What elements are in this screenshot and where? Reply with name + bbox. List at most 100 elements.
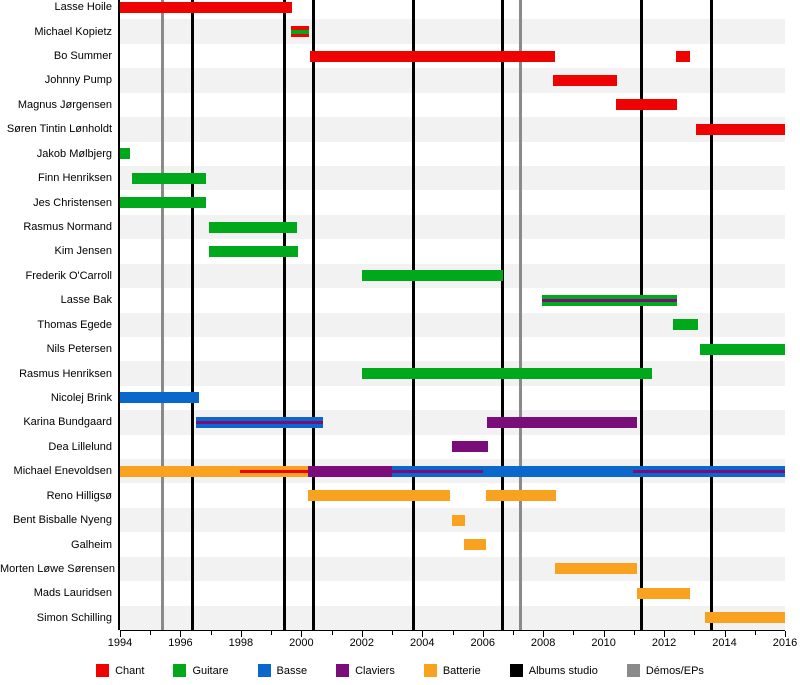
- member-tenure-bar-claviers: [308, 465, 393, 477]
- row-band: [120, 117, 785, 142]
- major-tick: [361, 631, 363, 637]
- batterie-legend-swatch: [423, 664, 437, 677]
- member-tenure-bar-batterie: [451, 514, 465, 526]
- member-name-label: Mads Lauridsen: [33, 587, 112, 600]
- member-tenure-bar-basse: [120, 392, 199, 404]
- major-tick: [724, 631, 726, 637]
- legend-label: Batterie: [442, 664, 481, 677]
- member-tenure-bar-batterie: [636, 587, 691, 599]
- member-tenure-bar-chant: [553, 74, 618, 86]
- legend-label: Guitare: [192, 664, 229, 677]
- member-name-label: Magnus Jørgensen: [17, 98, 112, 111]
- major-tick: [543, 631, 545, 637]
- guitare-legend-swatch: [173, 664, 187, 677]
- member-name-label: Galheim: [71, 538, 112, 551]
- member-name-label: Søren Tintin Lønholdt: [6, 123, 112, 136]
- member-name-label: Morten Løwe Sørensen: [0, 562, 115, 575]
- legend-label: Claviers: [355, 664, 395, 677]
- member-tenure-bar-chant: [695, 123, 785, 135]
- member-tenure-bar-chant: [676, 50, 691, 62]
- x-axis-line: [120, 630, 785, 631]
- claviers-legend-swatch: [336, 664, 350, 677]
- album-studio-line: [640, 0, 644, 630]
- member-tenure-bar-guitare: [541, 294, 678, 306]
- member-name-label: Lasse Bak: [60, 294, 112, 307]
- member-name-label: Michael Kopietz: [34, 25, 112, 38]
- major-tick: [301, 631, 303, 637]
- plot-left-border: [118, 0, 120, 630]
- member-name-label: Frederik O'Carroll: [25, 269, 112, 282]
- album-studio-line: [710, 0, 714, 630]
- member-name-label: Jakob Mølbjerg: [36, 147, 112, 160]
- minor-tick: [331, 631, 333, 635]
- secondary-role-stripe-claviers: [392, 469, 483, 473]
- x-axis-tick-label: 2016: [772, 637, 798, 649]
- legend-item: Claviers: [336, 664, 395, 677]
- minor-tick: [210, 631, 212, 635]
- secondary-role-stripe-claviers: [195, 420, 324, 424]
- chant-legend-swatch: [96, 664, 110, 677]
- x-axis-tick-label: 2010: [591, 637, 616, 649]
- member-name-label: Simon Schilling: [36, 611, 112, 624]
- minor-tick: [633, 631, 635, 635]
- x-axis-tick-label: 1998: [228, 637, 254, 649]
- demos-legend-swatch: [626, 664, 640, 677]
- member-tenure-bar-guitare: [120, 197, 207, 209]
- member-tenure-bar-chant: [615, 99, 678, 111]
- member-tenure-bar-chant: [310, 50, 556, 62]
- secondary-role-stripe-claviers: [632, 469, 785, 473]
- member-tenure-bar-claviers: [451, 441, 488, 453]
- album-studio-line: [501, 0, 505, 630]
- major-tick: [785, 631, 786, 637]
- member-tenure-bar-claviers: [486, 416, 637, 428]
- member-tenure-bar-guitare: [700, 343, 785, 355]
- member-name-label: Bo Summer: [53, 50, 112, 63]
- member-tenure-bar-guitare: [209, 245, 298, 257]
- x-axis-tick-label: 1996: [168, 637, 193, 649]
- x-axis-tick-label: 1994: [107, 637, 133, 649]
- x-axis-tick-label: 2004: [410, 637, 435, 649]
- major-tick: [603, 631, 605, 637]
- legend-item: Albums studio: [509, 664, 598, 677]
- demo-ep-line: [519, 0, 522, 630]
- member-tenure-bar-guitare: [361, 270, 503, 282]
- minor-tick: [452, 631, 454, 635]
- major-tick: [240, 631, 242, 637]
- album-studio-line: [411, 0, 415, 630]
- member-tenure-bar-chant: [120, 1, 293, 13]
- legend-item: Basse: [257, 664, 308, 677]
- minor-tick: [573, 631, 575, 635]
- member-name-label: Rasmus Normand: [23, 221, 112, 234]
- member-tenure-bar-batterie: [464, 539, 486, 551]
- member-name-label: Nicolej Brink: [50, 391, 112, 404]
- x-axis-tick-label: 2002: [349, 637, 375, 649]
- legend-label: Albums studio: [528, 664, 598, 677]
- member-name-label: Bent Bisballe Nyeng: [12, 514, 112, 527]
- major-tick: [422, 631, 424, 637]
- member-name-label: Karina Bundgaard: [23, 416, 112, 429]
- legend-label: Chant: [115, 664, 145, 677]
- legend-item: Guitare: [173, 664, 229, 677]
- x-axis-tick-label: 2014: [712, 637, 737, 649]
- legend-item: Batterie: [423, 664, 481, 677]
- member-name-label: Rasmus Henriksen: [19, 367, 112, 380]
- member-name-label: Lasse Hoile: [54, 1, 112, 14]
- x-axis-tick-label: 2000: [289, 637, 314, 649]
- member-tenure-bar-batterie: [485, 490, 556, 502]
- demo-ep-line: [161, 0, 165, 630]
- member-tenure-bar-guitare: [361, 368, 652, 380]
- member-name-label: Nils Petersen: [46, 343, 112, 356]
- member-name-label: Johnny Pump: [44, 74, 112, 87]
- member-tenure-bar-guitare: [209, 221, 298, 233]
- minor-tick: [150, 631, 152, 635]
- album-studio-line: [283, 0, 287, 630]
- secondary-role-stripe-chant: [240, 469, 308, 473]
- legend-item: Chant: [96, 664, 144, 677]
- major-tick: [664, 631, 666, 637]
- major-tick: [180, 631, 182, 637]
- secondary-role-stripe-claviers: [541, 298, 678, 302]
- row-band: [120, 68, 785, 93]
- legend-label: Basse: [276, 664, 308, 677]
- member-name-label: Kim Jensen: [54, 245, 112, 258]
